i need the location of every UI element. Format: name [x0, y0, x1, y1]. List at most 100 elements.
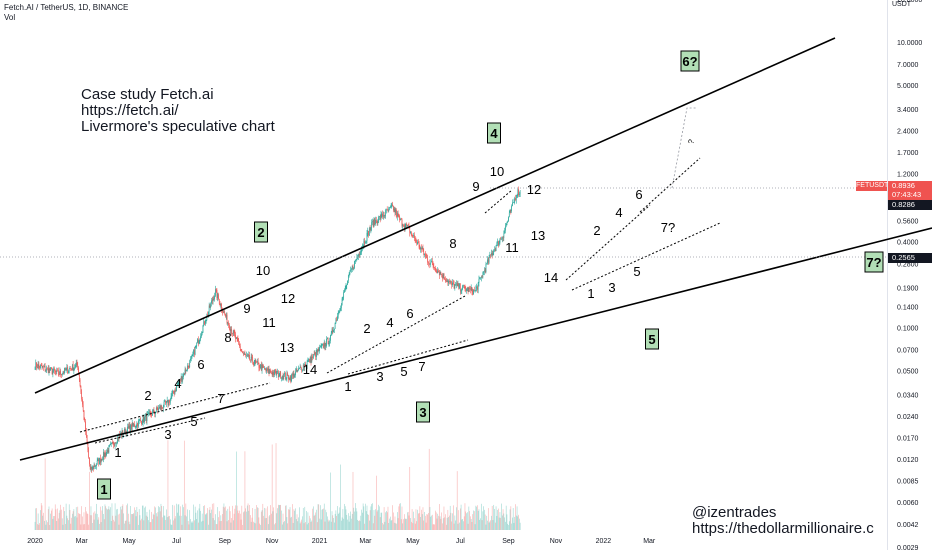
candle-body: [334, 322, 336, 329]
candle-body: [96, 460, 98, 465]
volume-bar: [65, 503, 67, 530]
volume-bar: [282, 513, 284, 530]
volume-bar: [260, 511, 262, 530]
candle-body: [265, 369, 267, 371]
volume-bar: [484, 509, 485, 530]
volume-bar: [38, 524, 40, 530]
candle-body: [280, 371, 282, 379]
candle-body: [466, 287, 468, 289]
candle-body: [48, 368, 50, 374]
candle-body: [509, 210, 511, 213]
candle-body: [179, 379, 180, 383]
volume-bar: [63, 506, 65, 530]
candle-body: [500, 239, 502, 240]
candle-body: [138, 420, 139, 427]
candle-body: [162, 407, 163, 409]
volume-bar: [318, 504, 320, 530]
volume-bar: [110, 507, 111, 530]
volume-bar: [383, 524, 384, 530]
volume-bar: [377, 509, 379, 530]
credit-url: https://thedollarmillionaire.c: [692, 520, 874, 537]
wave-count-label: 9: [243, 301, 250, 316]
volume-bar: [338, 512, 340, 530]
volume-bar: [162, 506, 164, 530]
volume-bar: [159, 507, 160, 530]
volume-bar: [192, 522, 194, 530]
volume-bar: [93, 519, 95, 530]
candle-body: [411, 233, 413, 236]
volume-bar: [75, 507, 77, 530]
volume-bar: [355, 508, 357, 530]
volume-bar: [257, 507, 258, 530]
volume-bar: [77, 506, 79, 530]
volume-bar: [172, 504, 173, 530]
volume-bar: [351, 518, 352, 530]
candle-body: [316, 349, 317, 357]
volume-bar: [260, 524, 261, 530]
candle-body: [187, 365, 189, 367]
candle-body: [177, 383, 179, 386]
volume-bar: [44, 458, 46, 530]
candle-body: [414, 238, 416, 241]
candle-body: [294, 375, 296, 378]
volume-bar: [428, 513, 429, 530]
volume-bar: [173, 505, 175, 530]
candle-body: [351, 268, 352, 270]
candle-body: [287, 373, 289, 376]
wave-count-label: 13: [531, 228, 545, 243]
candle-body: [438, 270, 439, 273]
volume-bar: [486, 515, 488, 530]
candle-body: [114, 442, 116, 446]
wave-count-label: 5: [400, 364, 407, 379]
volume-bar: [199, 503, 201, 530]
candle-body: [34, 368, 36, 370]
volume-bar: [420, 516, 421, 530]
candle-body: [144, 417, 145, 422]
wave-count-label: 8: [224, 330, 231, 345]
volume-bar: [89, 515, 91, 530]
y-tick-label: 0.0700: [897, 348, 919, 355]
candle-body: [162, 407, 164, 409]
volume-bar: [498, 517, 500, 530]
candle-body: [62, 372, 64, 374]
volume-bar: [93, 512, 94, 530]
candle-body: [160, 405, 162, 410]
volume-bar: [416, 521, 418, 530]
candle-body: [441, 274, 442, 276]
trend-line: [565, 204, 651, 281]
volume-bar: [465, 511, 467, 530]
wave-count-label: 14: [544, 270, 558, 285]
candle-body: [384, 215, 386, 217]
candle-body: [260, 364, 262, 371]
candle-body: [91, 466, 93, 470]
candle-body: [271, 372, 272, 374]
candle-body: [178, 382, 180, 384]
candle-body: [356, 257, 358, 260]
volume-bar: [412, 523, 414, 530]
wave-count-label: 7: [217, 391, 224, 406]
volume-bar: [433, 524, 435, 530]
volume-bar: [504, 517, 505, 530]
candle-body: [350, 269, 352, 271]
volume-bar: [432, 514, 433, 530]
candle-body: [491, 253, 492, 256]
volume-bar: [362, 512, 363, 530]
volume-bar: [509, 509, 511, 530]
volume-bar: [96, 503, 97, 530]
candle-body: [64, 367, 66, 371]
candle-body: [352, 265, 354, 269]
candle-body: [163, 401, 165, 408]
candle-body: [358, 254, 360, 256]
candle-body: [157, 409, 159, 411]
volume-bar: [241, 505, 243, 530]
volume-bar: [226, 521, 228, 530]
trend-line: [571, 222, 721, 291]
candle-body: [407, 224, 409, 226]
candle-body: [480, 277, 481, 279]
volume-bar: [103, 513, 104, 530]
wave-label: 7?: [866, 255, 881, 270]
volume-bar: [109, 509, 110, 530]
volume-bar: [372, 523, 374, 530]
volume-bar: [288, 509, 289, 530]
